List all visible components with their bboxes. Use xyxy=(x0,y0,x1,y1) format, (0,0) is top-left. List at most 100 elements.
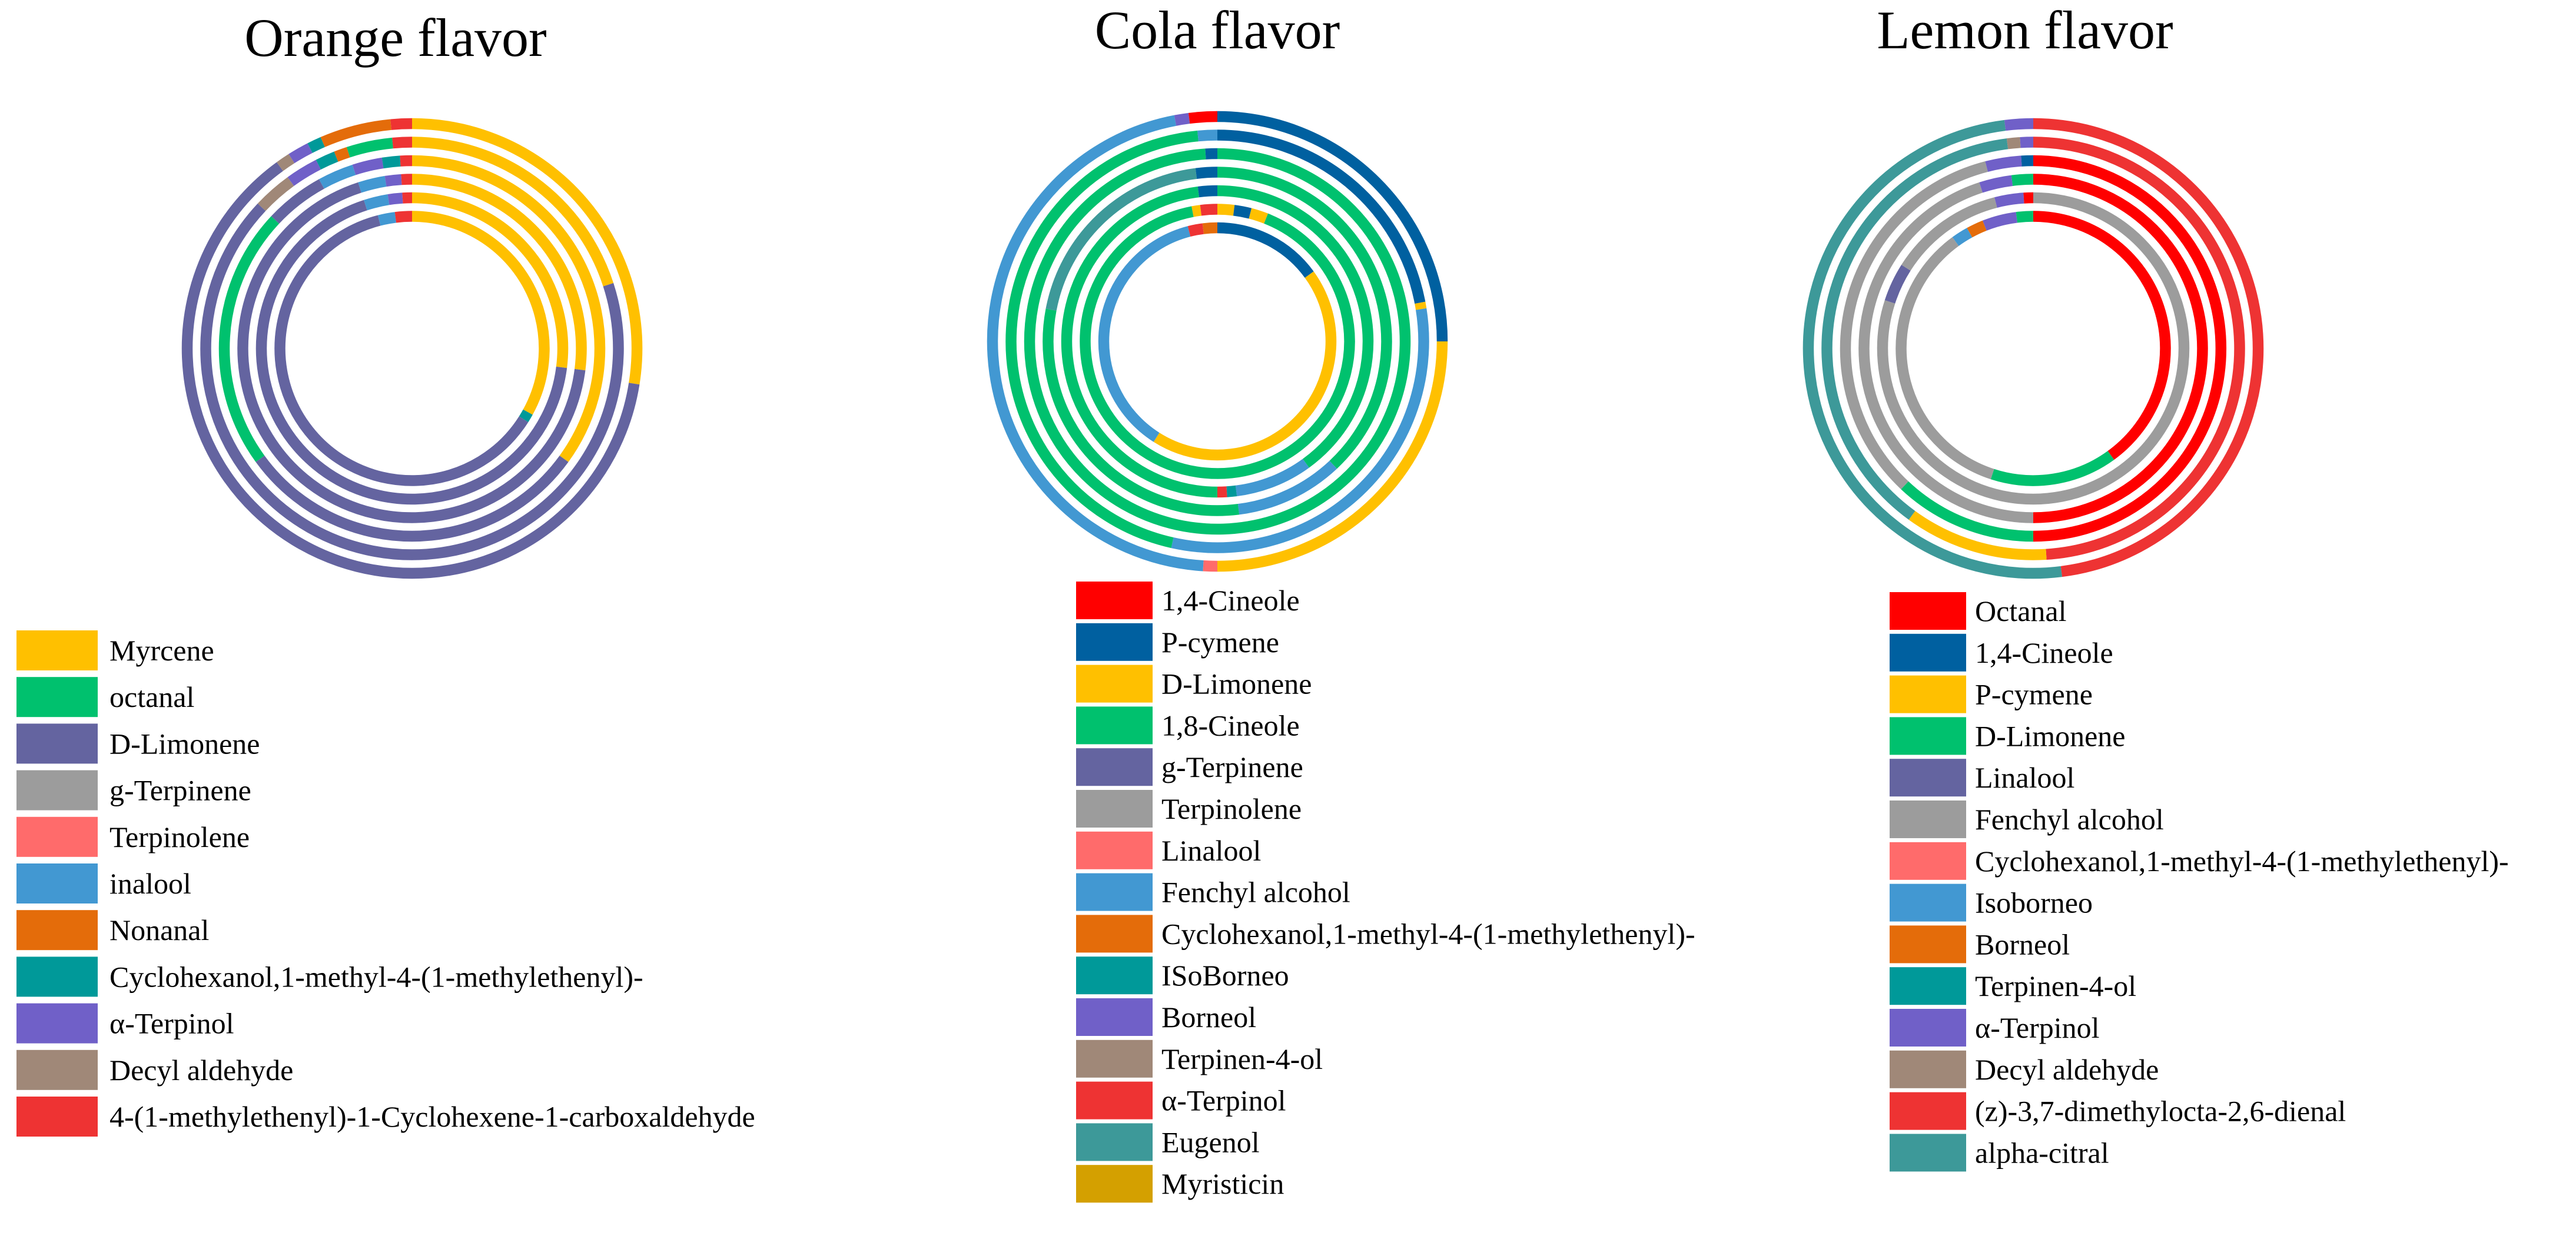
orange-flavor-ring-5-segment-inalool xyxy=(364,194,390,211)
legend-swatch-terpinol xyxy=(1890,1009,1966,1047)
lemon-flavor-ring-3-segment-terpinol xyxy=(1985,155,2022,172)
lemon-flavor-ring-6-segment-borneol xyxy=(1967,220,1987,238)
legend-label: Fenchyl alcohol xyxy=(1161,876,1350,909)
legend-swatch-borneol xyxy=(1890,925,1966,964)
orange-flavor-ring-5-segment-d-limonene xyxy=(255,200,567,505)
cola-flavor-ring-1-segment-p-cymene xyxy=(1217,111,1448,342)
orange-flavor-ring-6-segment-d-limonene xyxy=(274,215,529,486)
lemon-flavor-ring-4-segment-fenchyl-alcohol xyxy=(1858,182,2034,523)
legend-label: Terpinolene xyxy=(109,821,250,853)
orange-flavor-ring-1-segment-nonanal xyxy=(320,119,391,147)
cola-flavor-ring-4-segment-p-cymene xyxy=(1195,167,1218,179)
legend-swatch-decyl-aldehyde xyxy=(1890,1050,1966,1088)
cola-flavor-ring-1-segment-borneol xyxy=(1174,112,1190,126)
cola-flavor-ring-6-segment-d-limonene xyxy=(1217,204,1235,216)
orange-flavor-ring-2-segment-terpinol xyxy=(287,160,321,186)
legend-swatch-g-terpinene xyxy=(1076,748,1153,786)
lemon-flavor-ring-2-segment-p-cymene xyxy=(1908,511,2047,560)
legend-item: Terpinolene xyxy=(1076,790,1302,828)
lemon-flavor-legend: Octanal 1,4-Cineole P-cymene D-Limonene Lina… xyxy=(1890,592,2509,1172)
legend-label: D-Limonene xyxy=(109,727,260,760)
legend-swatch-inalool xyxy=(16,863,98,903)
orange-flavor-ring-3-segment-cyclohexanol-1-methyl-4-1-methylethenyl xyxy=(381,155,401,169)
legend-item: alpha-citral xyxy=(1890,1134,2109,1172)
cola-flavor-ring-2-segment-fenchyl-alcohol xyxy=(1197,129,1218,142)
orange-flavor-ring-4-segment-inalool xyxy=(358,175,387,193)
legend-label: Nonanal xyxy=(109,914,209,946)
orange-flavor-ring-4-segment-terpinol xyxy=(384,174,402,187)
legend-item: Linalool xyxy=(1076,831,1261,869)
legend-label: D-Limonene xyxy=(1161,667,1312,700)
orange-flavor-ring-2-segment-myrcene xyxy=(411,137,614,287)
orange-flavor-ring-1-segment-cyclohexanol-1-methyl-4-1-methylethenyl xyxy=(307,137,326,153)
legend-item: Terpinen-4-ol xyxy=(1076,1039,1323,1078)
cola-flavor-ring-5-segment-fenchyl-alcohol xyxy=(1235,459,1309,497)
cola-flavor-ring-1-segment-d-limonene xyxy=(1217,341,1448,572)
legend-item: Borneol xyxy=(1890,925,2070,964)
lemon-flavor-rings xyxy=(1802,118,2264,579)
cola-flavor-legend: 1,4-Cineole P-cymene D-Limonene 1,8-Cineole… xyxy=(1076,582,1695,1203)
orange-flavor-ring-6-segment-inalool xyxy=(377,212,397,226)
orange-flavor-ring-2-segment-cyclohexanol-1-methyl-4-1-methylethenyl xyxy=(316,151,338,170)
legend-label: octanal xyxy=(109,680,194,713)
legend-item: 1,4-Cineole xyxy=(1076,582,1300,619)
legend-item: Myristicin xyxy=(1076,1165,1284,1203)
cola-flavor-ring-1-segment-fenchyl-alcohol xyxy=(987,115,1204,572)
legend-label: α-Terpinol xyxy=(109,1007,234,1040)
cola-flavor-ring-2-segment-d-limonene xyxy=(1415,301,1427,310)
legend-label: D-Limonene xyxy=(1975,719,2125,752)
legend-item: Nonanal xyxy=(16,910,209,951)
legend-swatch-borneol xyxy=(1076,998,1153,1036)
cola-flavor-ring-2-segment-p-cymene xyxy=(1217,129,1426,304)
orange-flavor-ring-1-segment-4-1-methylethenyl-1-cyclohexene-1-carboxaldehyde xyxy=(390,118,413,130)
lemon-flavor-ring-6-segment-octanal xyxy=(2033,211,2171,460)
cola-flavor-ring-3-segment-1-8-cineole xyxy=(1024,148,1411,535)
lemon-flavor-ring-3-segment-d-limonene xyxy=(1901,481,2034,542)
legend-swatch-cyclohexanol-1-methyl-4-1-methylethenyl xyxy=(1076,915,1153,953)
cola-flavor-ring-6-segment-d-limonene xyxy=(1249,208,1269,224)
legend-label: Myristicin xyxy=(1161,1167,1284,1200)
orange-flavor-legend: Myrcene octanal D-Limonene g-Terpinene Terpi… xyxy=(16,630,755,1137)
legend-item: g-Terpinene xyxy=(1076,748,1303,786)
cola-flavor-ring-5-segment-terpinol xyxy=(1217,486,1227,498)
legend-label: 1,4-Cineole xyxy=(1975,636,2113,669)
lemon-flavor-ring-5-segment-fenchyl-alcohol xyxy=(1901,197,1997,271)
cola-flavor-ring-7-segment-d-limonene xyxy=(1153,271,1337,461)
orange-flavor-ring-2-segment-octanal xyxy=(346,137,394,158)
legend-item: D-Limonene xyxy=(1890,717,2125,755)
legend-swatch-p-cymene xyxy=(1890,675,1966,713)
legend-label: Borneol xyxy=(1161,1001,1256,1034)
lemon-flavor-ring-5-segment-terpinol xyxy=(1994,192,2024,208)
cola-flavor-ring-7-segment-terpinol xyxy=(1187,223,1204,237)
orange-flavor-ring-1-segment-decyl-aldehyde xyxy=(277,154,295,171)
legend-swatch-nonanal xyxy=(16,910,98,951)
lemon-flavor-ring-4-segment-terpinol xyxy=(1979,175,2013,193)
legend-swatch-isoborneo xyxy=(1076,956,1153,995)
orange-flavor-ring-3-segment-octanal xyxy=(218,216,280,462)
legend-swatch-octanal xyxy=(1890,592,1966,630)
lemon-flavor-ring-6-segment-d-limonene xyxy=(1990,451,2114,486)
orange-flavor-ring-1-segment-d-limonene xyxy=(181,162,640,579)
legend-item: 1,8-Cineole xyxy=(1076,706,1300,745)
legend-item: Octanal xyxy=(1890,592,2066,630)
orange-flavor-ring-2-segment-nonanal xyxy=(334,147,350,162)
lemon-flavor-ring-3-segment-octanal xyxy=(2033,155,2227,542)
legend-swatch-alpha-citral xyxy=(1890,1134,1966,1172)
cola-flavor-rings xyxy=(987,111,1448,572)
orange-flavor-ring-6-segment-4-1-methylethenyl-1-cyclohexene-1-carboxaldehyde xyxy=(394,211,413,223)
lemon-flavor-ring-2-segment-terpinol xyxy=(2020,137,2034,148)
legend-label: 1,4-Cineole xyxy=(1161,584,1300,617)
legend-item: Linalool xyxy=(1890,759,2074,797)
lemon-flavor-ring-1-segment-alpha-citral xyxy=(1802,119,2063,579)
legend-swatch-myrcene xyxy=(16,630,98,670)
cola-flavor-panel: Cola flavor 1,4-Cineole P-cymene D-Limonene… xyxy=(987,0,1695,1203)
legend-item: Cyclohexanol,1-methyl-4-(1-methylethenyl… xyxy=(1890,842,2509,880)
legend-swatch-linalool xyxy=(1890,759,1966,797)
legend-swatch-d-limonene xyxy=(16,723,98,764)
legend-label: 1,8-Cineole xyxy=(1161,709,1300,742)
legend-swatch-fenchyl-alcohol xyxy=(1076,873,1153,911)
orange-flavor-ring-2-segment-decyl-aldehyde xyxy=(257,177,294,211)
cola-flavor-ring-7-segment-cyclohexanol-1-methyl-4-1-methylethenyl xyxy=(1202,222,1218,234)
